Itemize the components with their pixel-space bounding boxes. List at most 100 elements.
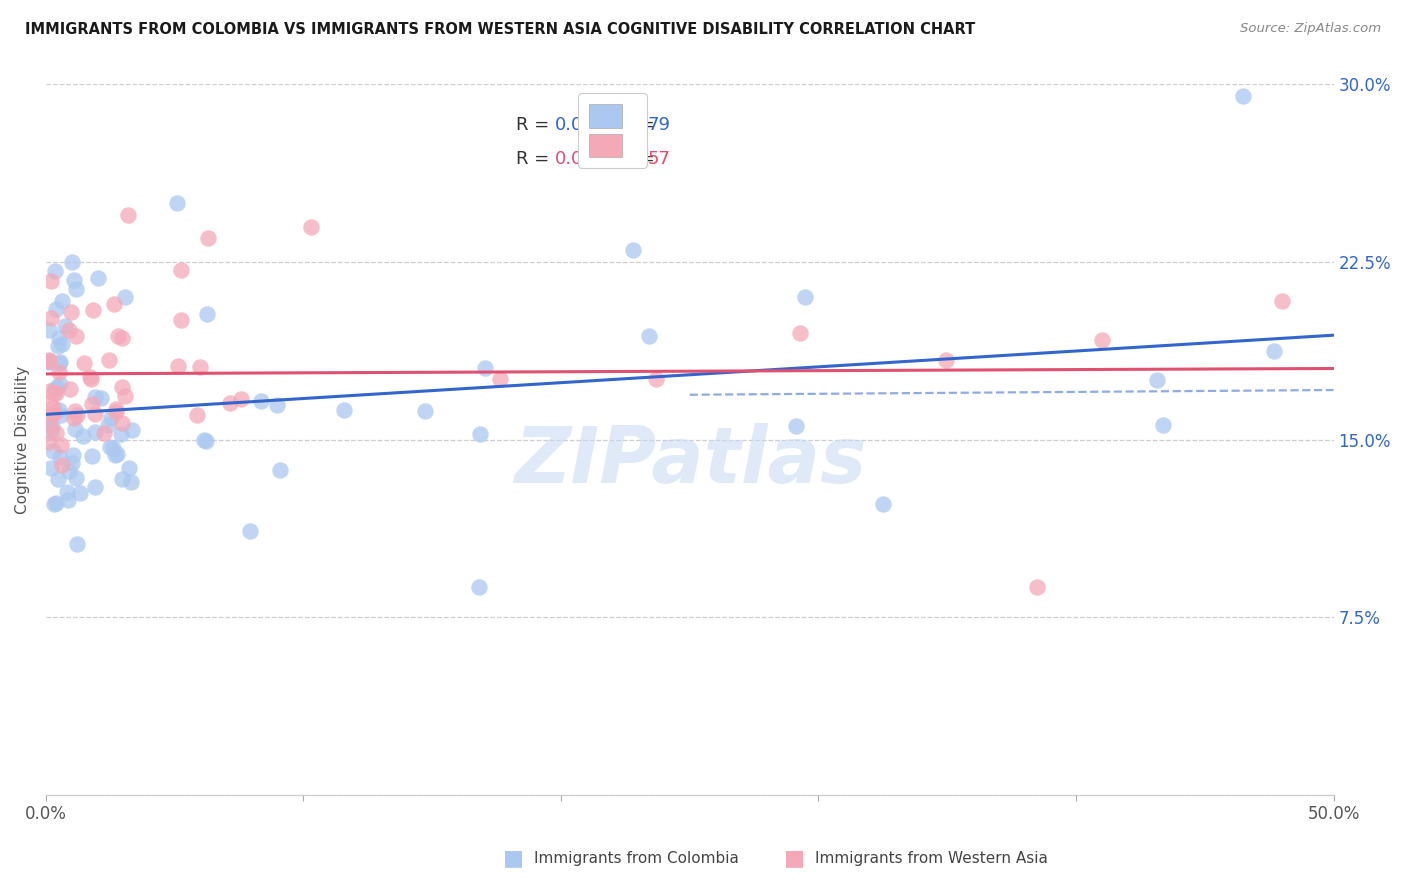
Point — [332, 403, 354, 417]
Point — [62, 411, 84, 425]
Point — [186, 408, 208, 422]
Point — [56, 493, 79, 508]
Point — [104, 405, 127, 419]
Point — [111, 417, 134, 431]
Point — [269, 463, 291, 477]
Point — [39, 425, 62, 439]
Point — [44, 496, 66, 510]
Text: Immigrants from Colombia: Immigrants from Colombia — [534, 851, 740, 865]
Point — [1091, 333, 1114, 347]
Point — [39, 274, 62, 288]
Point — [98, 353, 121, 368]
Point — [51, 458, 73, 472]
Point — [239, 524, 262, 539]
Point — [65, 282, 87, 296]
Point — [58, 464, 80, 478]
Point — [468, 426, 491, 441]
Point — [266, 398, 288, 412]
Point — [1152, 418, 1174, 433]
Point — [48, 339, 70, 353]
Text: 57: 57 — [647, 150, 671, 168]
Point — [789, 326, 811, 340]
Point — [66, 409, 89, 423]
Text: Source: ZipAtlas.com: Source: ZipAtlas.com — [1240, 22, 1381, 36]
Point — [170, 262, 193, 277]
Point — [45, 302, 67, 317]
Point — [167, 359, 190, 373]
Point — [299, 219, 322, 234]
Point — [41, 311, 63, 326]
Point — [114, 389, 136, 403]
Text: IMMIGRANTS FROM COLOMBIA VS IMMIGRANTS FROM WESTERN ASIA COGNITIVE DISABILITY CO: IMMIGRANTS FROM COLOMBIA VS IMMIGRANTS F… — [25, 22, 976, 37]
Point — [53, 319, 76, 334]
Point — [103, 448, 125, 462]
Point — [49, 450, 72, 465]
Point — [80, 449, 103, 463]
Point — [110, 331, 132, 345]
Point — [38, 355, 60, 369]
Point — [38, 384, 60, 398]
Point — [621, 244, 644, 258]
Point — [65, 329, 87, 343]
Text: R =: R = — [516, 117, 555, 135]
Point — [100, 411, 122, 425]
Text: ■: ■ — [503, 848, 523, 868]
Point — [229, 392, 252, 407]
Point — [474, 360, 496, 375]
Point — [72, 428, 94, 442]
Point — [218, 396, 240, 410]
Point — [60, 254, 83, 268]
Text: 0.041: 0.041 — [554, 150, 606, 168]
Point — [120, 475, 142, 489]
Point — [51, 337, 73, 351]
Point — [785, 419, 807, 434]
Point — [69, 486, 91, 500]
Point — [117, 208, 139, 222]
Point — [73, 356, 96, 370]
Point — [58, 323, 80, 337]
Point — [38, 418, 60, 433]
Point — [872, 497, 894, 511]
Point — [195, 434, 218, 448]
Point — [1026, 580, 1049, 594]
Point — [48, 356, 70, 370]
Text: Immigrants from Western Asia: Immigrants from Western Asia — [815, 851, 1049, 865]
Text: 79: 79 — [647, 117, 671, 135]
Point — [98, 440, 121, 454]
Text: N =: N = — [609, 150, 661, 168]
Point — [105, 402, 128, 417]
Point — [44, 264, 66, 278]
Point — [84, 390, 107, 404]
Point — [114, 290, 136, 304]
Point — [42, 497, 65, 511]
Text: ■: ■ — [785, 848, 804, 868]
Point — [93, 425, 115, 440]
Point — [46, 380, 69, 394]
Point — [48, 472, 70, 486]
Point — [645, 372, 668, 386]
Point — [197, 231, 219, 245]
Point — [638, 328, 661, 343]
Point — [48, 365, 70, 379]
Point — [65, 403, 87, 417]
Point — [84, 407, 107, 421]
Point — [42, 407, 65, 421]
Point — [121, 423, 143, 437]
Point — [63, 422, 86, 436]
Point — [60, 305, 83, 319]
Point — [66, 536, 89, 550]
Point — [195, 307, 218, 321]
Point — [51, 409, 73, 423]
Point — [62, 273, 84, 287]
Point — [56, 485, 79, 500]
Point — [49, 438, 72, 452]
Point — [38, 354, 60, 368]
Point — [44, 386, 66, 401]
Point — [42, 407, 65, 421]
Point — [250, 394, 273, 409]
Point — [1263, 343, 1285, 358]
Point — [65, 471, 87, 485]
Point — [103, 297, 125, 311]
Point — [38, 323, 60, 337]
Point — [38, 396, 60, 410]
